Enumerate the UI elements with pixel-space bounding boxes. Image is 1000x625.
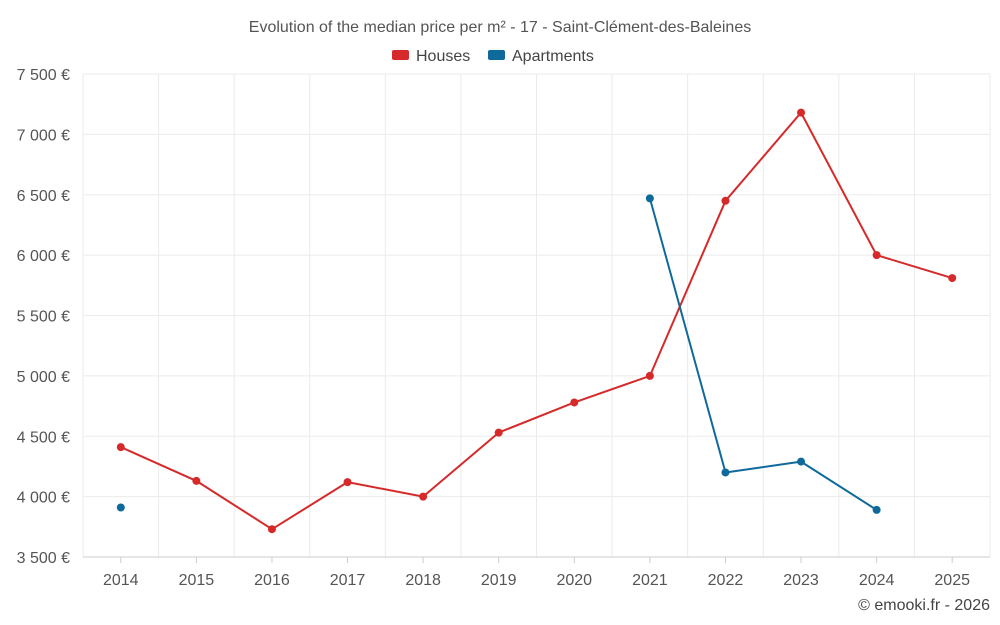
data-point-apartments-2022[interactable] [721, 468, 730, 477]
data-point-apartments-2023[interactable] [797, 457, 806, 466]
data-point-houses-2016[interactable] [267, 525, 276, 534]
x-tick-label: 2018 [405, 572, 441, 589]
data-point-houses-2014[interactable] [116, 443, 125, 452]
x-tick-label: 2015 [179, 572, 215, 589]
series [116, 108, 957, 534]
data-point-apartments-2021[interactable] [645, 194, 654, 203]
data-point-houses-2021[interactable] [645, 371, 654, 380]
x-tick-label: 2016 [254, 572, 290, 589]
x-tick-label: 2022 [708, 572, 744, 589]
chart-title: Evolution of the median price per m² - 1… [249, 19, 751, 36]
x-tick-label: 2023 [783, 572, 819, 589]
legend: Houses Apartments [392, 48, 594, 65]
x-tick-label: 2014 [103, 572, 139, 589]
legend-swatch-apartments [488, 50, 505, 60]
series-line-apartments [648, 198, 878, 511]
y-tick-label: 4 000 € [17, 490, 70, 507]
x-tick-label: 2021 [632, 572, 668, 589]
data-point-apartments-2014[interactable] [116, 503, 125, 512]
series-line-houses [120, 111, 953, 531]
data-point-houses-2017[interactable] [343, 478, 352, 487]
y-tick-label: 7 500 € [17, 67, 70, 84]
series-apartments [116, 194, 881, 514]
data-point-houses-2025[interactable] [948, 274, 957, 283]
data-point-houses-2023[interactable] [797, 108, 806, 117]
legend-label-apartments: Apartments [512, 48, 594, 65]
x-tick-label: 2024 [859, 572, 895, 589]
legend-item-apartments[interactable]: Apartments [488, 48, 594, 65]
legend-item-houses[interactable]: Houses [392, 48, 470, 65]
data-point-houses-2018[interactable] [419, 492, 428, 501]
y-tick-label: 6 500 € [17, 188, 70, 205]
legend-label-houses: Houses [416, 48, 470, 65]
data-point-houses-2015[interactable] [192, 476, 201, 485]
y-tick-label: 4 500 € [17, 429, 70, 446]
y-tick-label: 7 000 € [17, 127, 70, 144]
data-point-houses-2024[interactable] [872, 251, 881, 260]
legend-swatch-houses [392, 50, 409, 60]
y-tick-label: 6 000 € [17, 248, 70, 265]
x-tick-label: 2020 [556, 572, 592, 589]
y-tick-label: 5 500 € [17, 309, 70, 326]
axes: 3 500 € 4 000 € 4 500 € 5 000 € 5 500 € 6 000… [17, 67, 990, 589]
y-tick-label: 3 500 € [17, 550, 70, 567]
x-tick-label: 2025 [934, 572, 970, 589]
data-point-houses-2019[interactable] [494, 428, 503, 437]
copyright-text: © emooki.fr - 2026 [858, 597, 990, 614]
data-point-houses-2020[interactable] [570, 398, 579, 407]
gridlines [82, 73, 991, 557]
series-houses [116, 108, 957, 534]
data-point-apartments-2024[interactable] [872, 505, 881, 514]
data-point-houses-2022[interactable] [721, 196, 730, 205]
y-tick-label: 5 000 € [17, 369, 70, 386]
x-tick-label: 2017 [330, 572, 366, 589]
x-tick-label: 2019 [481, 572, 517, 589]
